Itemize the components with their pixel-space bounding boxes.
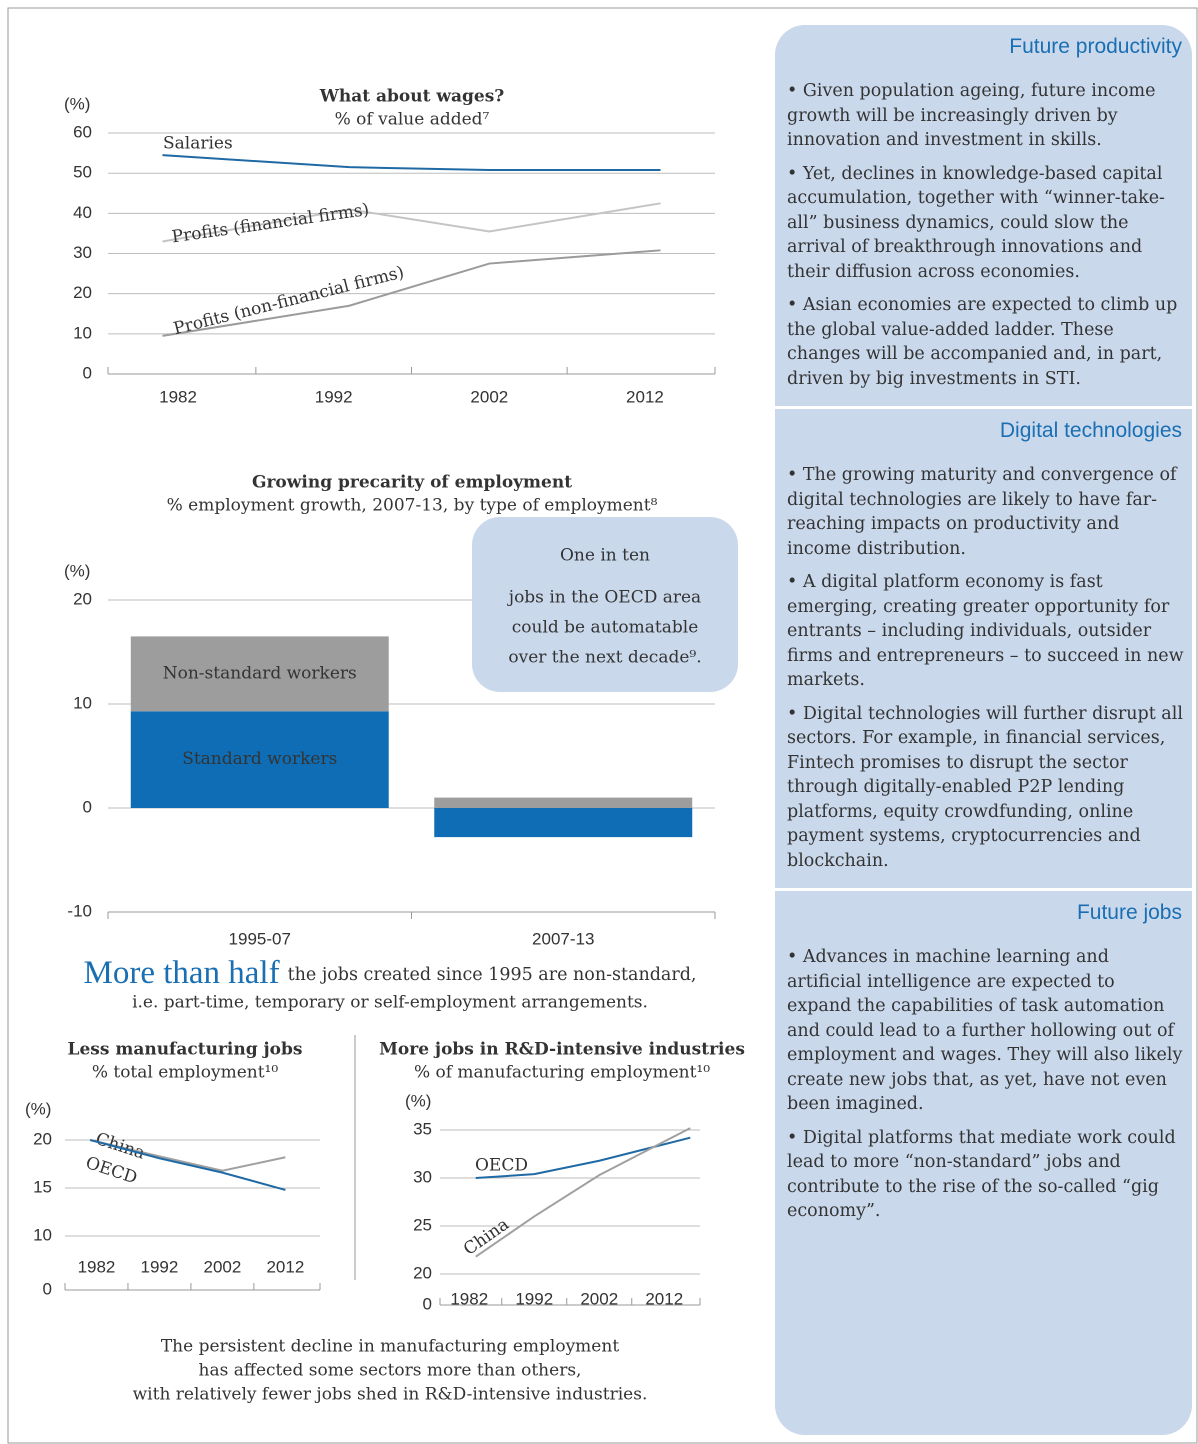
x-tick-label: 1982 (78, 1257, 116, 1276)
series-label: OECD (475, 1156, 528, 1176)
chart-subtitle: % total employment¹⁰ (92, 1063, 279, 1083)
y-tick-label: 15 (33, 1177, 52, 1196)
series-label: Standard workers (182, 749, 337, 769)
note-line: The persistent decline in manufacturing … (161, 1337, 619, 1357)
callout-line: over the next decade⁹. (508, 648, 701, 668)
y-tick-label: -10 (67, 901, 92, 920)
bullet: • Advances in machine learning and artif… (787, 947, 1183, 1114)
y-tick-label: 60 (73, 123, 92, 142)
highlight-line: i.e. part-time, temporary or self-employ… (132, 993, 648, 1013)
y-tick-label: 20 (73, 589, 92, 608)
axis-unit: (%) (25, 1099, 51, 1118)
bullet: • Digital platforms that mediate work co… (787, 1127, 1176, 1222)
y-tick-label: 10 (73, 693, 92, 712)
y-tick-label: 10 (73, 323, 92, 342)
x-tick-label: 1992 (515, 1289, 553, 1308)
line-series (475, 1136, 691, 1179)
chart-subtitle: % of manufacturing employment¹⁰ (414, 1063, 710, 1083)
note-line: with relatively fewer jobs shed in R&D-i… (133, 1385, 648, 1405)
series-label: Profits (financial firms) (171, 200, 371, 247)
sidebar-section: Future jobs • Advances in machine learnin… (775, 888, 1192, 1239)
y-tick-label: 0 (423, 1294, 432, 1313)
callout-box (472, 517, 738, 692)
axis-unit: (%) (64, 94, 90, 113)
chart-title: What about wages? (319, 87, 505, 107)
y-tick-label: 50 (73, 163, 92, 182)
series-label: Salaries (163, 134, 233, 154)
bullet: • Digital technologies will further disr… (787, 703, 1183, 871)
y-tick-label: 20 (73, 283, 92, 302)
y-tick-label: 25 (413, 1215, 432, 1234)
x-tick-label: 2012 (626, 387, 664, 406)
chart-subtitle: % employment growth, 2007-13, by type of… (167, 496, 658, 516)
x-tick-label: 1995-07 (229, 929, 291, 948)
section-body: • The growing maturity and convergence o… (775, 455, 1192, 888)
x-tick-label: 2002 (470, 387, 508, 406)
highlight-text: the jobs created since 1995 are non-stan… (288, 965, 697, 985)
callout-line: jobs in the OECD area (507, 588, 701, 608)
section-body: • Given population ageing, future income… (775, 71, 1192, 406)
line-series (89, 1139, 286, 1191)
y-tick-label: 0 (83, 363, 92, 382)
sidebar-section: Digital technologies • The growing maturi… (775, 406, 1192, 888)
line-series (475, 1127, 691, 1258)
line-series (162, 249, 661, 337)
y-tick-label: 30 (413, 1167, 432, 1186)
section-body: • Advances in machine learning and artif… (775, 937, 1192, 1239)
bullet: • A digital platform economy is fast eme… (787, 572, 1184, 690)
section-title: Future jobs (775, 888, 1192, 937)
chart-title: More jobs in R&D-intensive industries (379, 1040, 745, 1060)
series-label: Profits (non-financial firms) (171, 263, 406, 340)
bar (434, 808, 693, 838)
highlight-lead: More than half (83, 955, 279, 991)
bar (434, 797, 693, 808)
note-line: has affected some sectors more than othe… (199, 1361, 582, 1381)
y-tick-label: 35 (413, 1119, 432, 1138)
bullet: • Given population ageing, future income… (787, 81, 1156, 150)
callout-lead: One in ten (560, 546, 650, 566)
x-tick-label: 2002 (580, 1289, 618, 1308)
callout-line: could be automatable (512, 618, 699, 638)
axis-unit: (%) (64, 561, 90, 580)
bar (130, 711, 389, 808)
section-title: Future productivity (1009, 35, 1182, 58)
x-tick-label: 2002 (203, 1257, 241, 1276)
bar (130, 636, 389, 712)
y-tick-label: 20 (33, 1129, 52, 1148)
bullet: • Yet, declines in knowledge-based capit… (787, 163, 1165, 282)
sidebar: Future productivity • Given population ag… (775, 25, 1192, 1435)
x-tick-label: 1992 (315, 387, 353, 406)
y-tick-label: 30 (73, 243, 92, 262)
chart-title: Less manufacturing jobs (68, 1040, 303, 1060)
y-tick-label: 20 (413, 1263, 432, 1282)
x-tick-label: 1982 (159, 387, 197, 406)
chart-title: Growing precarity of employment (252, 473, 572, 493)
chart-subtitle: % of value added⁷ (335, 110, 490, 130)
x-tick-label: 2007-13 (532, 929, 594, 948)
x-tick-label: 2012 (645, 1289, 683, 1308)
bullet: • The growing maturity and convergence o… (787, 465, 1177, 559)
y-tick-label: 0 (43, 1279, 52, 1298)
page-border (7, 7, 1198, 1444)
series-label: Non-standard workers (163, 663, 357, 683)
highlight-line: More than half the jobs created since 199… (83, 955, 696, 991)
line-series (162, 154, 661, 171)
x-tick-label: 1982 (450, 1289, 488, 1308)
sidebar-section: Future productivity • Given population ag… (775, 25, 1192, 406)
section-title: Digital technologies (775, 406, 1192, 455)
x-tick-label: 2012 (266, 1257, 304, 1276)
axis-unit: (%) (405, 1091, 431, 1110)
y-tick-label: 40 (73, 203, 92, 222)
y-tick-label: 10 (33, 1225, 52, 1244)
line-series (162, 202, 661, 243)
y-tick-label: 0 (83, 797, 92, 816)
x-tick-label: 1992 (141, 1257, 179, 1276)
bullet: • Asian economies are expected to climb … (787, 295, 1178, 389)
